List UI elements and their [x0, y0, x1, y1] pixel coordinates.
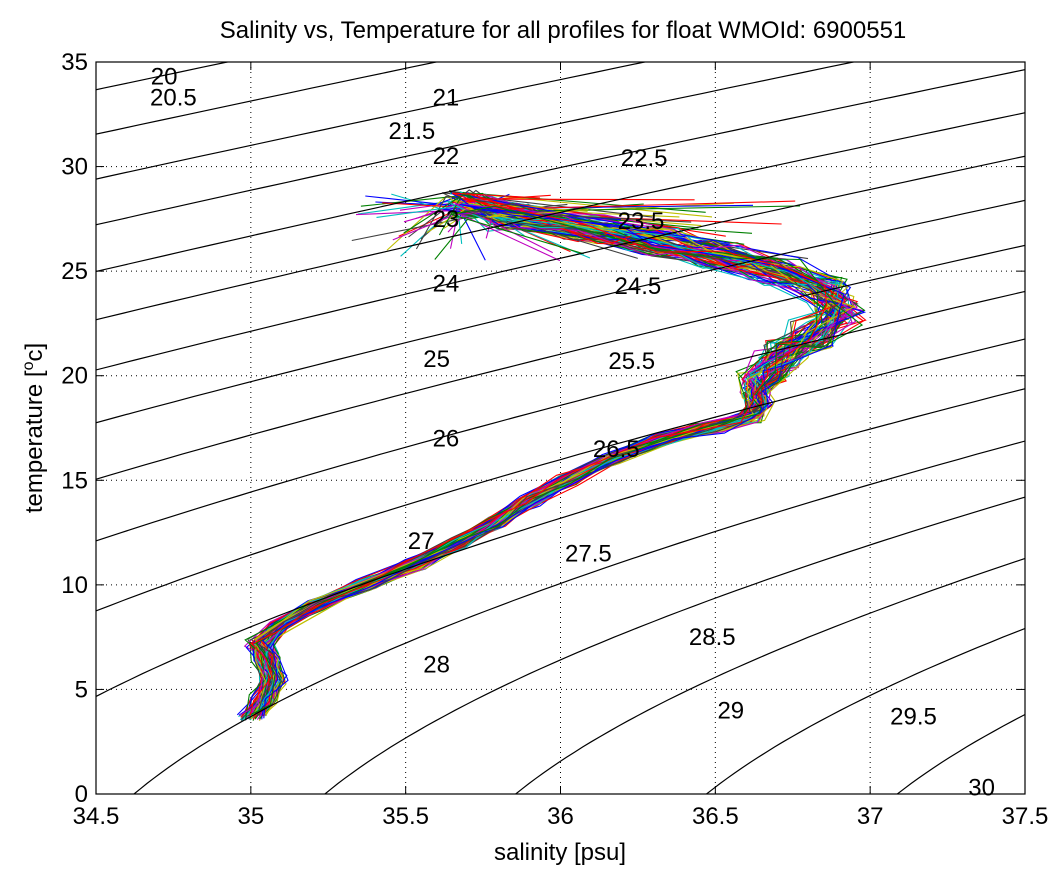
float-profile — [249, 198, 828, 717]
x-tick-label: 36 — [547, 803, 574, 830]
float-profile — [256, 203, 840, 715]
isopycnal-label: 29.5 — [890, 704, 937, 731]
float-profile — [238, 191, 839, 717]
float-profile — [236, 206, 839, 716]
isopycnal-line — [96, 388, 1025, 698]
float-profile — [250, 205, 837, 719]
isopycnal-line — [96, 62, 857, 226]
isopycnal-label: 28.5 — [689, 624, 736, 651]
y-tick-label: 15 — [61, 467, 88, 494]
isopycnal-line — [96, 68, 1025, 273]
isopycnal-line — [323, 496, 1025, 794]
isopycnal-label: 24.5 — [615, 273, 662, 300]
isopycnal-label: 20 — [151, 64, 178, 91]
isopycnal-label: 25 — [423, 346, 450, 373]
float-profile — [243, 215, 836, 720]
float-profile — [247, 216, 841, 719]
isopycnal-label: 23.5 — [618, 208, 665, 235]
isopycnal-label: 30 — [968, 775, 995, 802]
y-tick-label: 25 — [61, 258, 88, 285]
x-tick-label: 34.5 — [73, 803, 120, 830]
float-profile — [252, 212, 837, 721]
isopycnal-line — [96, 155, 1025, 371]
y-tick-label: 20 — [61, 363, 88, 390]
x-axis-label: salinity [psu] — [494, 839, 626, 866]
float-profile — [249, 212, 857, 716]
y-axis-label-part-3: c] — [21, 343, 48, 362]
y-axis-label-part-1: temperature [ — [21, 370, 48, 513]
float-profile — [251, 193, 852, 718]
isopycnal-line — [96, 199, 1025, 424]
isopycnal-label: 26 — [433, 425, 460, 452]
float-profile — [247, 208, 841, 719]
float-profile — [245, 193, 853, 720]
y-axis-label: temperature [oc] — [20, 343, 48, 513]
float-profile — [262, 203, 845, 719]
x-tick-label: 35.5 — [382, 803, 429, 830]
float-profile — [250, 210, 857, 715]
isopycnal-label: 26.5 — [593, 436, 640, 463]
isopycnal-line — [133, 440, 1025, 794]
isopycnal-label: 25.5 — [608, 348, 655, 375]
y-tick-label: 0 — [75, 781, 88, 808]
x-tick-label: 37 — [857, 803, 884, 830]
isopycnal-label: 24 — [433, 271, 460, 298]
isopycnal-line — [96, 62, 231, 91]
float-profile — [238, 204, 840, 716]
float-profile — [245, 202, 832, 721]
float-profile — [255, 210, 842, 718]
isopycnal-line — [96, 338, 1025, 612]
y-axis-label-superscript: o — [20, 361, 37, 370]
x-tick-label: 35 — [237, 803, 264, 830]
grid — [96, 62, 1025, 794]
x-axis: 34.5 35 35.5 36 36.5 37 37.5 — [73, 62, 1049, 830]
isopycnal-label: 23 — [433, 206, 460, 233]
float-profile — [242, 205, 842, 716]
float-profile — [244, 206, 842, 721]
isopycnal-label: 21 — [433, 85, 460, 112]
float-profile — [244, 203, 837, 719]
y-tick-label: 10 — [61, 572, 88, 599]
float-profile — [260, 203, 833, 717]
y-axis: 0 5 10 15 20 25 30 35 — [61, 49, 1025, 808]
isopycnal-label: 22.5 — [621, 145, 668, 172]
chart-title: Salinity vs, Temperature for all profile… — [220, 17, 907, 44]
float-profile — [249, 209, 836, 718]
isopycnal-line — [705, 627, 1025, 794]
float-profile — [254, 207, 832, 717]
isopycnal-line — [96, 112, 1025, 321]
float-profile — [250, 209, 856, 720]
isopycnal-label: 21.5 — [389, 118, 436, 145]
y-tick-label: 5 — [75, 676, 88, 703]
isopycnal-label: 29 — [717, 697, 744, 724]
float-profile — [241, 200, 829, 721]
isopycnal-line — [896, 713, 1025, 794]
isopycnal-label: 22 — [433, 143, 460, 170]
isopycnal-line — [96, 244, 1025, 480]
isopycnal-label: 20.5 — [150, 85, 197, 112]
float-profile — [253, 199, 833, 718]
isopycnal-line — [96, 290, 1025, 542]
float-profile — [255, 203, 836, 718]
y-tick-label: 35 — [61, 49, 88, 76]
isopycnal-label: 28 — [423, 651, 450, 678]
isopycnal-lines — [96, 62, 1025, 794]
float-profile — [256, 210, 858, 720]
isopycnal-label: 27 — [408, 528, 435, 555]
y-tick-label: 30 — [61, 154, 88, 181]
float-profiles — [236, 189, 867, 722]
isopycnal-line — [514, 557, 1025, 794]
isopycnal-label: 27.5 — [565, 540, 612, 567]
x-tick-label: 37.5 — [1002, 803, 1049, 830]
isopycnal-line — [96, 62, 648, 180]
x-tick-label: 36.5 — [692, 803, 739, 830]
float-profile — [261, 209, 867, 717]
